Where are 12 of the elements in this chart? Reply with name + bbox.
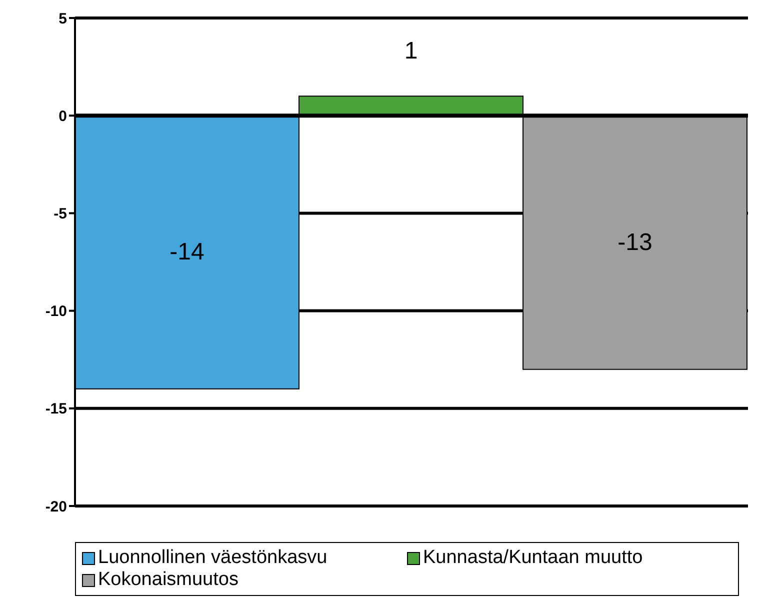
legend-label: Kokonaismuutos xyxy=(97,569,240,591)
data-label: 1 xyxy=(404,38,418,65)
data-label: -14 xyxy=(170,238,204,266)
legend-label: Kunnasta/Kuntaan muutto xyxy=(422,547,644,569)
y-tick-label: -10 xyxy=(45,303,67,320)
legend-label: Luonnollinen väestönkasvu xyxy=(97,547,328,569)
y-tick-label: 5 xyxy=(58,10,67,28)
y-tick-label: -15 xyxy=(45,400,67,418)
y-tick-label: -5 xyxy=(54,206,67,223)
y-tick-label: 0 xyxy=(58,108,67,125)
y-tick-label: -20 xyxy=(45,498,67,516)
data-label: -13 xyxy=(618,228,652,256)
